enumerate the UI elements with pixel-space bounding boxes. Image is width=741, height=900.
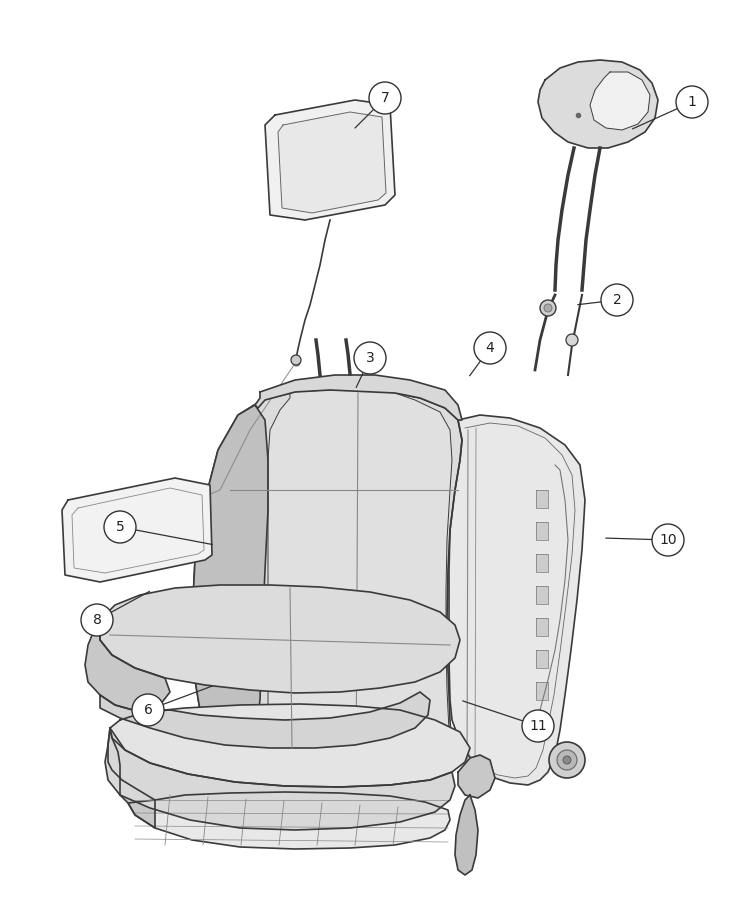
Polygon shape xyxy=(62,478,212,582)
Text: 8: 8 xyxy=(93,613,102,627)
Circle shape xyxy=(601,284,633,316)
Circle shape xyxy=(544,304,552,312)
Circle shape xyxy=(557,750,577,770)
Circle shape xyxy=(132,694,164,726)
Circle shape xyxy=(563,756,571,764)
Circle shape xyxy=(549,742,585,778)
Polygon shape xyxy=(536,618,548,636)
Circle shape xyxy=(104,511,136,543)
Polygon shape xyxy=(192,390,462,785)
Polygon shape xyxy=(590,72,650,130)
Polygon shape xyxy=(536,650,548,668)
Polygon shape xyxy=(110,704,470,787)
Polygon shape xyxy=(255,375,462,420)
Polygon shape xyxy=(268,390,452,783)
Polygon shape xyxy=(192,405,268,768)
Text: 11: 11 xyxy=(529,719,547,733)
Text: 1: 1 xyxy=(688,95,697,109)
Circle shape xyxy=(522,710,554,742)
Polygon shape xyxy=(536,714,548,732)
Circle shape xyxy=(354,342,386,374)
Polygon shape xyxy=(105,728,455,830)
Polygon shape xyxy=(455,795,478,875)
Polygon shape xyxy=(100,585,460,693)
Text: 10: 10 xyxy=(659,533,677,547)
Text: 5: 5 xyxy=(116,520,124,534)
Polygon shape xyxy=(265,100,395,220)
Polygon shape xyxy=(536,554,548,572)
Circle shape xyxy=(369,82,401,114)
Polygon shape xyxy=(536,490,548,508)
Polygon shape xyxy=(278,112,386,213)
Polygon shape xyxy=(85,620,170,712)
Polygon shape xyxy=(538,60,658,148)
Text: 3: 3 xyxy=(365,351,374,365)
Polygon shape xyxy=(108,728,155,828)
Polygon shape xyxy=(536,682,548,700)
Polygon shape xyxy=(449,415,585,785)
Circle shape xyxy=(676,86,708,118)
Text: 2: 2 xyxy=(613,293,622,307)
Circle shape xyxy=(652,524,684,556)
Polygon shape xyxy=(536,522,548,540)
Circle shape xyxy=(81,604,113,636)
Circle shape xyxy=(540,300,556,316)
Polygon shape xyxy=(458,755,495,798)
Text: 7: 7 xyxy=(381,91,389,105)
Polygon shape xyxy=(128,792,450,849)
Circle shape xyxy=(566,334,578,346)
Text: 4: 4 xyxy=(485,341,494,355)
Polygon shape xyxy=(536,586,548,604)
Polygon shape xyxy=(100,692,430,748)
Circle shape xyxy=(291,355,301,365)
Circle shape xyxy=(474,332,506,364)
Text: 6: 6 xyxy=(144,703,153,717)
